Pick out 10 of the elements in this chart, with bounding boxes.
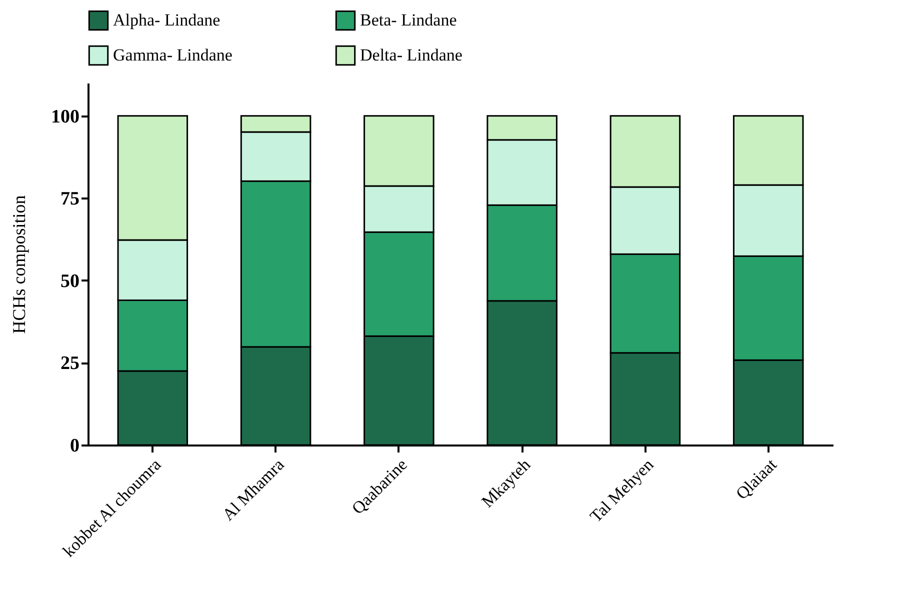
legend-label: Gamma- Lindane xyxy=(113,46,232,64)
y-tick-label: 75 xyxy=(60,188,80,210)
legend-label: Alpha- Lindane xyxy=(113,10,220,30)
y-tick-label: 25 xyxy=(60,353,80,374)
y-tick-label: 50 xyxy=(60,270,80,292)
y-tick-label: 0 xyxy=(70,436,80,456)
y-tick-label: 100 xyxy=(51,106,80,128)
legend-label: Beta- Lindane xyxy=(360,10,457,30)
legend-label: Delta- Lindane xyxy=(360,46,462,64)
y-axis-title: HCHs composition xyxy=(9,195,29,334)
